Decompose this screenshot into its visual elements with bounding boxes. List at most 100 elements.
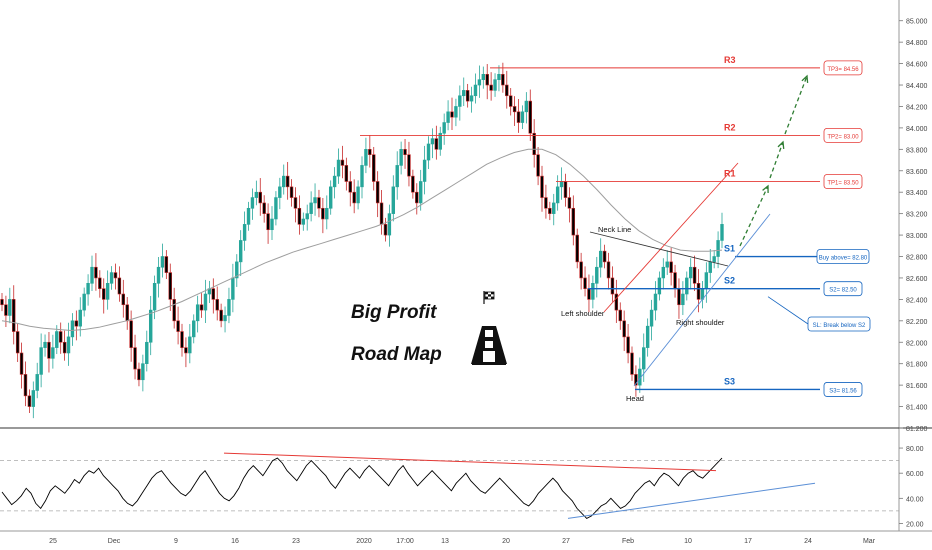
candle-body bbox=[583, 277, 587, 289]
candle-body bbox=[493, 79, 497, 91]
candle-body bbox=[688, 266, 693, 279]
candle-body bbox=[352, 191, 356, 204]
time-tick-label: 13 bbox=[441, 538, 449, 545]
price-panel: R3 TP3= 84.56 R2 TP2= 83.00 R1 TP1= 83.50 S1 Bu… bbox=[0, 55, 871, 419]
candle-body bbox=[516, 111, 521, 123]
candle-body bbox=[418, 181, 423, 204]
candle-body bbox=[462, 90, 466, 97]
candle-body bbox=[591, 283, 595, 300]
candle-body bbox=[31, 390, 36, 407]
time-tick-label: 9 bbox=[174, 538, 178, 545]
price-tick-label: 84.600 bbox=[906, 62, 928, 69]
candle-body bbox=[219, 309, 223, 322]
level-box-s2 bbox=[823, 281, 863, 297]
candle-body bbox=[301, 218, 306, 225]
candle-body bbox=[669, 261, 673, 273]
candle-body bbox=[344, 165, 349, 182]
candle-body bbox=[121, 293, 126, 306]
channel-lower-line bbox=[633, 213, 771, 387]
candle-body bbox=[505, 84, 509, 97]
price-tick-label: 82.600 bbox=[906, 276, 928, 283]
candle-body bbox=[289, 186, 294, 198]
price-tick-label: 82.000 bbox=[906, 340, 928, 347]
candle-body bbox=[630, 352, 634, 375]
candle-body bbox=[66, 336, 71, 354]
price-tick-label: 83.000 bbox=[906, 233, 928, 240]
candle-body bbox=[125, 304, 129, 322]
candle-body bbox=[215, 299, 219, 311]
candle-body bbox=[94, 266, 98, 279]
candle-body bbox=[23, 374, 28, 397]
price-tick-label: 81.600 bbox=[906, 383, 928, 390]
time-tick-label: 17 bbox=[744, 538, 752, 545]
level-label-r1: TP1= 83.50 bbox=[827, 180, 859, 186]
candle-body bbox=[501, 74, 505, 86]
candle-body bbox=[152, 283, 157, 311]
price-tick-label: 84.200 bbox=[906, 104, 928, 111]
target-arrow-2-head bbox=[777, 140, 785, 150]
candle-body bbox=[238, 240, 243, 263]
rsi-tick-label: 20.00 bbox=[906, 521, 924, 528]
candle-body bbox=[242, 224, 247, 241]
candle-body bbox=[137, 368, 141, 381]
candle-body bbox=[368, 149, 372, 155]
candle-body bbox=[258, 191, 262, 204]
candle-body bbox=[35, 374, 39, 391]
candle-body bbox=[270, 218, 274, 231]
level-name-s1: S1 bbox=[724, 244, 735, 254]
target-arrow-1 bbox=[739, 185, 769, 247]
time-tick-label: 16 bbox=[231, 538, 239, 545]
candle-body bbox=[704, 272, 709, 289]
candle-body bbox=[454, 106, 458, 118]
candle-body bbox=[458, 95, 462, 107]
candle-body bbox=[109, 272, 114, 284]
candle-body bbox=[536, 154, 540, 177]
title-line-1: Big Profit bbox=[351, 302, 437, 323]
candle-body bbox=[328, 186, 333, 209]
candle-body bbox=[485, 74, 489, 86]
candle-body bbox=[309, 202, 313, 214]
candle-body bbox=[548, 207, 552, 214]
time-tick-label: 27 bbox=[562, 538, 570, 545]
candle-body bbox=[642, 347, 646, 370]
candle-body bbox=[579, 261, 583, 279]
candle-body bbox=[602, 250, 607, 263]
head-label: Head bbox=[626, 394, 644, 403]
candle-body bbox=[375, 181, 380, 204]
candle-body bbox=[176, 320, 180, 332]
time-tick-label: 10 bbox=[684, 538, 692, 545]
level-label-s3: S3= 81.56 bbox=[829, 388, 857, 394]
candle-body bbox=[399, 149, 403, 166]
candle-body bbox=[62, 341, 67, 354]
candle-body bbox=[438, 132, 442, 150]
candle-body bbox=[82, 293, 86, 311]
candle-body bbox=[102, 288, 106, 300]
level-box-s3 bbox=[823, 382, 863, 397]
candle-body bbox=[86, 283, 90, 295]
candle-body bbox=[720, 224, 724, 241]
price-tick-label: 82.200 bbox=[906, 319, 928, 326]
candle-body bbox=[266, 213, 270, 231]
candle-body bbox=[305, 213, 309, 220]
candle-body bbox=[235, 261, 239, 279]
candle-body bbox=[348, 181, 352, 193]
candle-body bbox=[618, 309, 622, 322]
candle-body bbox=[172, 299, 176, 322]
moving-average-line bbox=[1, 148, 723, 332]
candle-body bbox=[293, 197, 298, 209]
candle-body bbox=[497, 74, 501, 80]
candle-body bbox=[446, 111, 450, 123]
candle-body bbox=[426, 143, 431, 161]
candle-body bbox=[70, 320, 75, 338]
candle-body bbox=[297, 207, 302, 225]
price-tick-label: 84.800 bbox=[906, 40, 928, 47]
candle-body bbox=[544, 197, 548, 209]
level-name-r2: R2 bbox=[724, 122, 736, 132]
level-box-r1 bbox=[823, 174, 863, 189]
rsi-tick-label: 60.00 bbox=[906, 471, 924, 478]
candle-body bbox=[520, 111, 525, 123]
rsi-panel bbox=[0, 452, 899, 519]
candle-body bbox=[325, 207, 329, 220]
price-tick-label: 84.400 bbox=[906, 83, 928, 90]
level-name-s3: S3 bbox=[724, 376, 735, 386]
